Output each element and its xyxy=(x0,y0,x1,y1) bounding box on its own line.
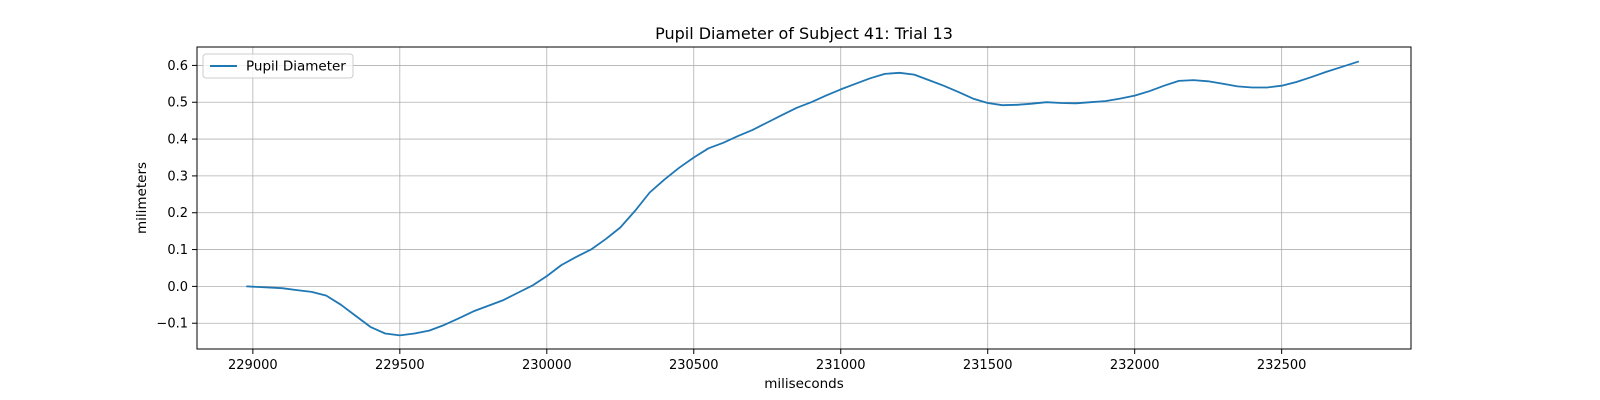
y-tick-label: −0.1 xyxy=(156,317,188,332)
x-axis-label: miliseconds xyxy=(764,376,844,392)
x-tick-label: 232500 xyxy=(1257,358,1307,373)
x-tick-label: 231000 xyxy=(816,358,866,373)
legend: Pupil Diameter xyxy=(202,53,354,79)
x-tick-label: 229000 xyxy=(228,358,278,373)
series-line xyxy=(246,60,1359,337)
x-tick-label: 230000 xyxy=(522,358,572,373)
plot-area xyxy=(196,46,1412,350)
chart-title: Pupil Diameter of Subject 41: Trial 13 xyxy=(655,24,953,43)
y-axis-label: milimeters xyxy=(134,162,150,234)
y-tick-label: 0.6 xyxy=(167,59,188,74)
y-tick-label: 0.5 xyxy=(167,96,188,111)
legend-label: Pupil Diameter xyxy=(246,59,346,75)
axis-ticks: 229000 229500 230000 230500 231000 231500 2320… xyxy=(156,59,1306,373)
x-tick-label: 231500 xyxy=(963,358,1013,373)
grid xyxy=(197,47,1411,349)
y-tick-label: 0.1 xyxy=(167,243,188,258)
y-tick-label: 0.4 xyxy=(167,133,188,148)
data-layer xyxy=(246,60,1359,337)
y-tick-label: 0.2 xyxy=(167,206,188,221)
y-tick-label: 0.3 xyxy=(167,169,188,184)
x-tick-label: 230500 xyxy=(669,358,719,373)
x-tick-label: 232000 xyxy=(1110,358,1160,373)
y-tick-label: 0.0 xyxy=(167,280,188,295)
legend-box xyxy=(202,53,354,79)
x-tick-label: 229500 xyxy=(375,358,425,373)
